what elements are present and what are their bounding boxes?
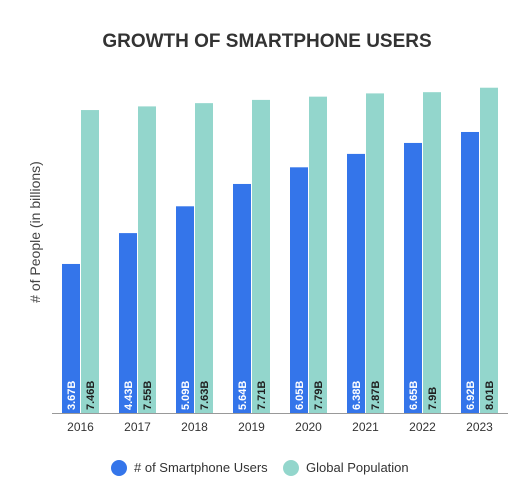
data-label-smartphone-users-2016: 3.67B (66, 381, 78, 410)
bar-smartphone-users-2023 (461, 131, 479, 414)
data-label-global-population-2017: 7.55B (142, 381, 154, 410)
bar-global-population-2023 (480, 87, 498, 413)
x-tick-2023: 2023 (466, 420, 493, 434)
data-label-smartphone-users-2017: 4.43B (123, 381, 135, 410)
bar-global-population-2016 (81, 110, 99, 414)
legend-label-smartphone-users: # of Smartphone Users (134, 460, 268, 475)
bar-smartphone-users-2022 (404, 142, 422, 413)
x-axis-ticks: 2016 2017 2018 2019 2020 2021 2022 2023 (67, 420, 493, 434)
x-tick-2021: 2021 (352, 420, 379, 434)
x-tick-2017: 2017 (124, 420, 151, 434)
data-label-smartphone-users-2021: 6.38B (351, 381, 363, 410)
legend-marker-smartphone-users (111, 460, 127, 476)
bar-smartphone-users-2020 (290, 167, 308, 413)
data-label-global-population-2022: 7.9B (427, 387, 439, 410)
bar-global-population-2022 (423, 92, 441, 414)
bar-global-population-2018 (195, 103, 213, 414)
data-label-smartphone-users-2022: 6.65B (408, 381, 420, 410)
legend: # of Smartphone Users Global Population (111, 460, 409, 476)
bar-smartphone-users-2018 (176, 206, 194, 413)
x-tick-2019: 2019 (238, 420, 265, 434)
bar-global-population-2021 (366, 93, 384, 414)
bar-smartphone-users-2017 (119, 233, 137, 413)
y-axis-label: # of People (in billions) (27, 161, 43, 303)
data-label-smartphone-users-2019: 5.64B (237, 381, 249, 410)
bars-group: 3.67B 7.46B 4.43B 7.55B 5.09B 7.63B 5.64B 7.71B… (62, 87, 498, 414)
data-label-global-population-2019: 7.71B (256, 381, 268, 410)
bar-smartphone-users-2019 (233, 183, 251, 413)
bar-global-population-2019 (252, 99, 270, 414)
x-tick-2020: 2020 (295, 420, 322, 434)
data-label-global-population-2023: 8.01B (484, 381, 496, 410)
x-tick-2016: 2016 (67, 420, 94, 434)
bar-smartphone-users-2016 (62, 263, 80, 413)
data-label-smartphone-users-2023: 6.92B (465, 381, 477, 410)
bar-global-population-2017 (138, 106, 156, 414)
data-label-global-population-2020: 7.79B (313, 381, 325, 410)
legend-label-global-population: Global Population (306, 460, 409, 475)
data-label-global-population-2021: 7.87B (370, 381, 382, 410)
data-label-smartphone-users-2020: 6.05B (294, 381, 306, 410)
bar-smartphone-users-2021 (347, 153, 365, 413)
chart-title: GROWTH OF SMARTPHONE USERS (102, 31, 431, 52)
bar-global-population-2020 (309, 96, 327, 414)
x-tick-2022: 2022 (409, 420, 436, 434)
data-label-smartphone-users-2018: 5.09B (180, 381, 192, 410)
data-label-global-population-2018: 7.63B (199, 381, 211, 410)
legend-marker-global-population (283, 460, 299, 476)
x-tick-2018: 2018 (181, 420, 208, 434)
data-label-global-population-2016: 7.46B (85, 381, 97, 410)
